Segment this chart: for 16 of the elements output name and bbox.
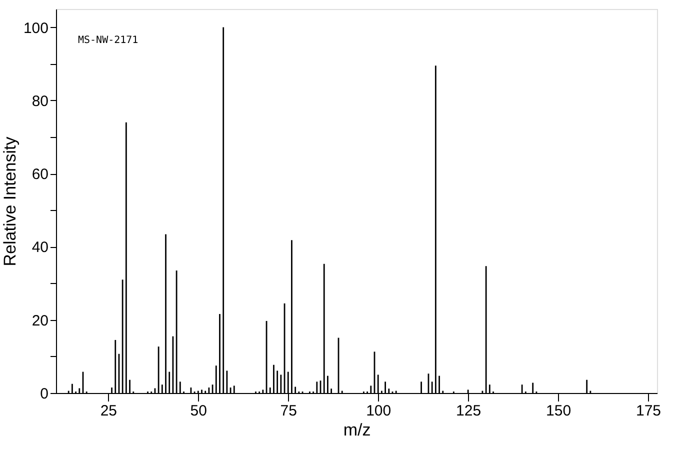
x-tick-label: 100 bbox=[366, 402, 392, 420]
y-tick-label: 80 bbox=[32, 92, 48, 110]
y-axis-title: Relative Intensity bbox=[0, 136, 20, 266]
x-tick-label: 150 bbox=[546, 402, 572, 420]
x-tick-label: 25 bbox=[100, 402, 118, 420]
annotation: MS-NW-2171 bbox=[78, 35, 138, 46]
y-tick-label: 0 bbox=[40, 386, 48, 402]
y-tick-label: 40 bbox=[32, 239, 48, 256]
x-tick-label: 175 bbox=[636, 402, 662, 420]
x-tick-label: 50 bbox=[190, 402, 207, 420]
x-tick-label: 75 bbox=[280, 402, 297, 420]
y-tick-label: 100 bbox=[23, 20, 48, 37]
x-axis-title: m/z bbox=[343, 420, 371, 440]
y-tick-label: 60 bbox=[32, 166, 48, 184]
x-tick-label: 125 bbox=[456, 402, 482, 420]
y-tick-label: 20 bbox=[32, 312, 48, 330]
